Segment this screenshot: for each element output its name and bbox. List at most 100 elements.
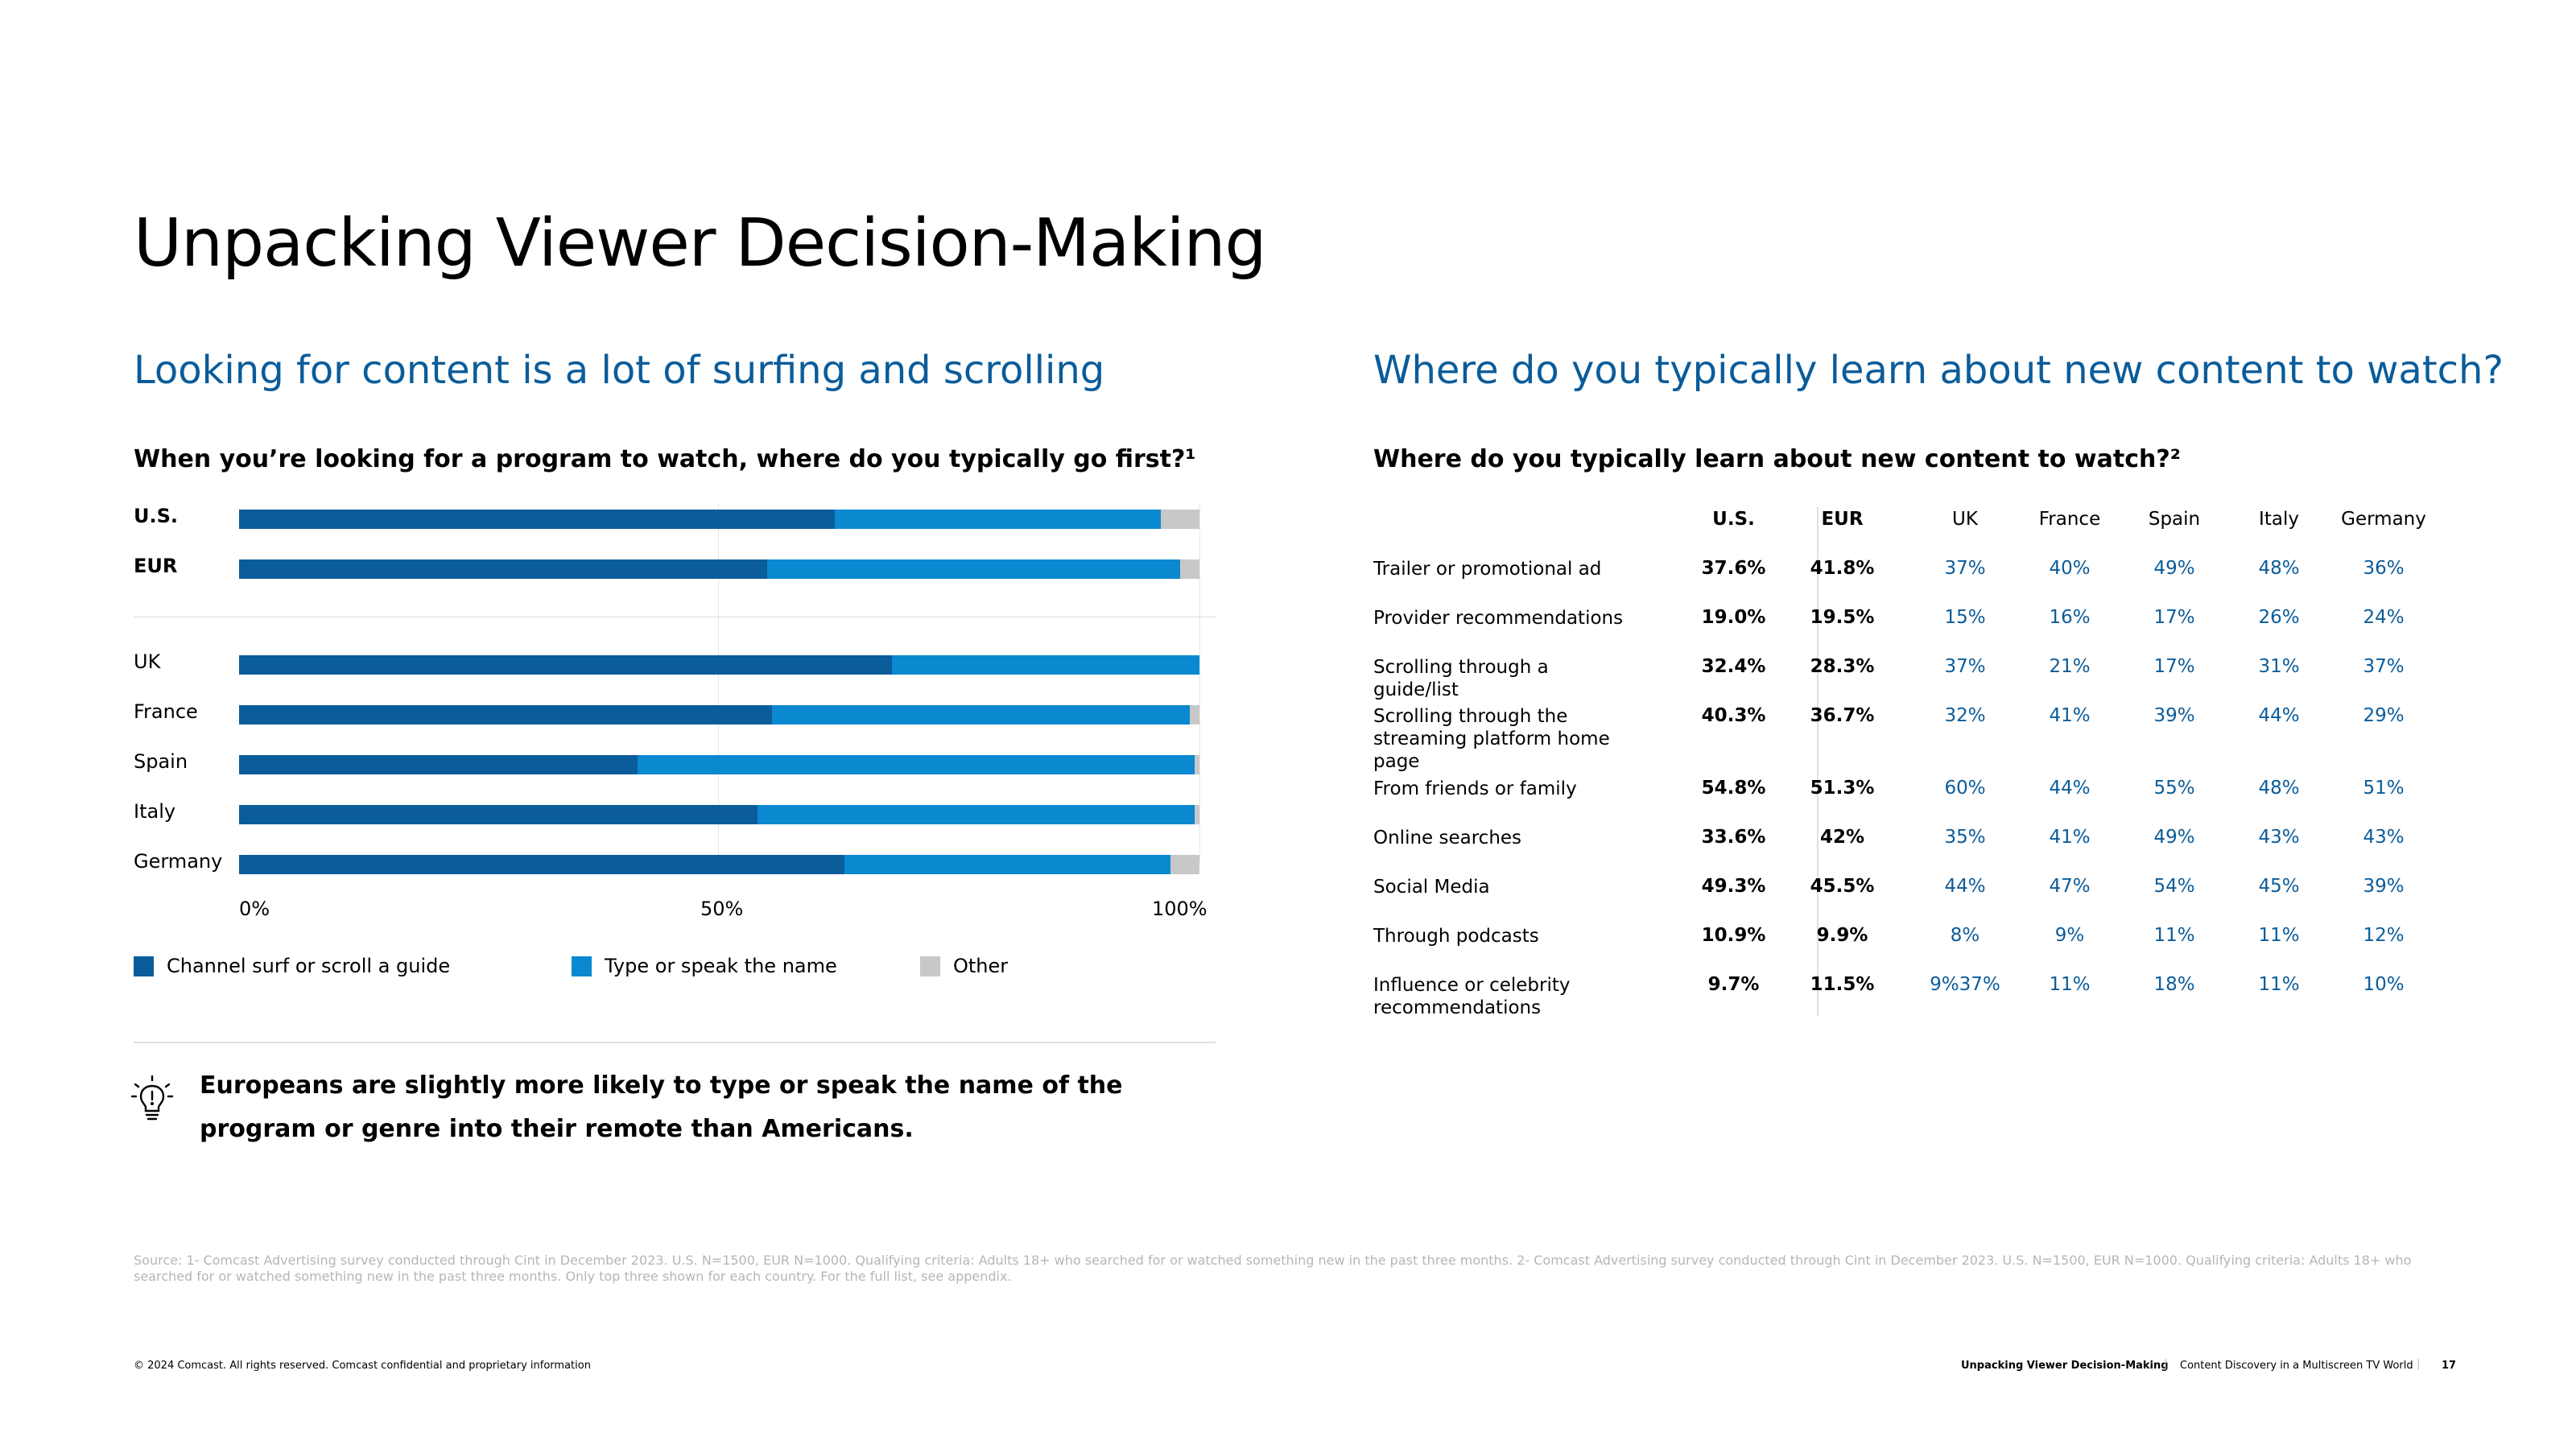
cell-italy: 11% bbox=[2258, 925, 2300, 946]
bar-eur-other bbox=[1180, 559, 1199, 579]
cell-france: 47% bbox=[2049, 876, 2091, 897]
cell-italy: 26% bbox=[2258, 607, 2300, 628]
cell-uk: 44% bbox=[1944, 876, 1986, 897]
cell-spain: 18% bbox=[2153, 974, 2195, 995]
legend-label-channel: Channel surf or scroll a guide bbox=[167, 955, 451, 977]
bar-eur-channel bbox=[239, 559, 768, 579]
page-title: Unpacking Viewer Decision-Making bbox=[134, 205, 1267, 282]
header-spain: Spain bbox=[2148, 509, 2201, 530]
header-italy: Italy bbox=[2259, 509, 2299, 530]
cell-germany: 10% bbox=[2363, 974, 2405, 995]
cell-uk: 35% bbox=[1944, 827, 1986, 848]
cell-us: 33.6% bbox=[1701, 827, 1766, 848]
bar-us-channel bbox=[239, 510, 835, 529]
cell-germany: 39% bbox=[2363, 876, 2405, 897]
footer-page-number: 17 bbox=[2442, 1360, 2457, 1372]
cell-france: 21% bbox=[2049, 656, 2091, 677]
gridline-100 bbox=[1199, 503, 1200, 861]
cell-label: From friends or family bbox=[1373, 778, 1577, 799]
footer-section: Unpacking Viewer Decision-Making bbox=[1961, 1360, 2169, 1372]
insight-text: Europeans are slightly more likely to ty… bbox=[200, 1071, 1123, 1143]
cell-germany: 37% bbox=[2363, 656, 2405, 677]
cell-us: 9.7% bbox=[1707, 974, 1760, 995]
cell-france: 41% bbox=[2049, 705, 2091, 726]
cell-eur: 19.5% bbox=[1810, 607, 1875, 628]
learn-table: U.S. EUR UK France Spain Italy Germany T… bbox=[1373, 509, 2436, 1046]
bar-us-type bbox=[834, 510, 1162, 529]
cell-france: 41% bbox=[2049, 827, 2091, 848]
cell-germany: 29% bbox=[2363, 705, 2405, 726]
bar-germany-type bbox=[844, 855, 1171, 874]
cell-france: 16% bbox=[2049, 607, 2091, 628]
source-note: Source: 1- Comcast Advertising survey co… bbox=[134, 1253, 2412, 1284]
bar-spain-type bbox=[638, 755, 1195, 774]
cell-label: Scrolling through a guide/list bbox=[1373, 657, 1549, 700]
bar-label-spain: Spain bbox=[134, 750, 188, 773]
cell-label: Influence or celebrity recommendations bbox=[1373, 975, 1571, 1018]
cell-eur: 9.9% bbox=[1816, 925, 1868, 946]
table-row: Influence or celebrity recommendations 9.… bbox=[1373, 974, 2436, 1046]
cell-label: Social Media bbox=[1373, 877, 1490, 898]
table-header-row: U.S. EUR UK France Spain Italy Germany bbox=[1373, 509, 2436, 558]
bar-us-other bbox=[1161, 510, 1199, 529]
cell-france: 9% bbox=[2054, 925, 2085, 946]
header-germany: Germany bbox=[2341, 509, 2426, 530]
footer-separator-2: | bbox=[2417, 1358, 2421, 1370]
table-column-separator bbox=[1817, 507, 1818, 1016]
x-tick-100: 100% bbox=[1152, 898, 1208, 920]
x-tick-50: 50% bbox=[700, 898, 744, 920]
cell-label: Scrolling through the streaming platform… bbox=[1373, 706, 1610, 772]
cell-eur: 51.3% bbox=[1810, 778, 1875, 799]
cell-eur: 42% bbox=[1819, 827, 1865, 848]
legend-swatch-type bbox=[572, 956, 592, 976]
cell-germany: 43% bbox=[2363, 827, 2405, 848]
bar-france-other bbox=[1190, 705, 1199, 724]
cell-us: 54.8% bbox=[1701, 778, 1766, 799]
header-blank bbox=[1373, 509, 1695, 558]
cell-eur: 36.7% bbox=[1810, 705, 1875, 726]
cell-spain: 54% bbox=[2153, 876, 2195, 897]
bar-eur-type bbox=[767, 559, 1181, 579]
bar-germany-other bbox=[1170, 855, 1199, 874]
cell-eur: 11.5% bbox=[1810, 974, 1875, 995]
cell-us: 19.0% bbox=[1701, 607, 1766, 628]
legend-swatch-channel bbox=[134, 956, 154, 976]
cell-italy: 48% bbox=[2258, 558, 2300, 579]
cell-us: 10.9% bbox=[1701, 925, 1766, 946]
right-subhead: Where do you typically learn about new c… bbox=[1373, 348, 2504, 393]
cell-label: Trailer or promotional ad bbox=[1373, 559, 1602, 580]
cell-italy: 48% bbox=[2258, 778, 2300, 799]
bar-uk-type bbox=[892, 655, 1199, 675]
x-tick-0: 0% bbox=[239, 898, 270, 920]
legend-label-other: Other bbox=[953, 955, 1009, 977]
cell-eur: 41.8% bbox=[1810, 558, 1875, 579]
table-row: Online searches 33.6% 42% 35% 41% 49% 43% 43% bbox=[1373, 827, 2436, 876]
cell-us: 37.6% bbox=[1701, 558, 1766, 579]
cell-eur: 45.5% bbox=[1810, 876, 1875, 897]
lightbulb-icon bbox=[130, 1073, 174, 1125]
insight-divider bbox=[134, 1042, 1216, 1043]
bar-spain-channel bbox=[239, 755, 638, 774]
bar-germany-channel bbox=[239, 855, 844, 874]
cell-us: 40.3% bbox=[1701, 705, 1766, 726]
cell-germany: 51% bbox=[2363, 778, 2405, 799]
footer-copyright: © 2024 Comcast. All rights reserved. Com… bbox=[134, 1360, 591, 1372]
legend-swatch-other bbox=[920, 956, 940, 976]
cell-france: 11% bbox=[2049, 974, 2091, 995]
header-uk: UK bbox=[1952, 509, 1978, 530]
cell-germany: 12% bbox=[2363, 925, 2405, 946]
cell-spain: 17% bbox=[2153, 656, 2195, 677]
cell-uk: 60% bbox=[1944, 778, 1986, 799]
cell-germany: 36% bbox=[2363, 558, 2405, 579]
table-row: Provider recommendations 19.0% 19.5% 15% 16%… bbox=[1373, 607, 2436, 656]
cell-spain: 39% bbox=[2153, 705, 2195, 726]
cell-italy: 44% bbox=[2258, 705, 2300, 726]
cell-france: 44% bbox=[2049, 778, 2091, 799]
cell-uk: 37% bbox=[1944, 656, 1986, 677]
cell-us: 49.3% bbox=[1701, 876, 1766, 897]
bar-label-france: France bbox=[134, 700, 198, 723]
cell-france: 40% bbox=[2049, 558, 2091, 579]
cell-uk: 15% bbox=[1944, 607, 1986, 628]
cell-uk: 8% bbox=[1950, 925, 1980, 946]
cell-italy: 43% bbox=[2258, 827, 2300, 848]
